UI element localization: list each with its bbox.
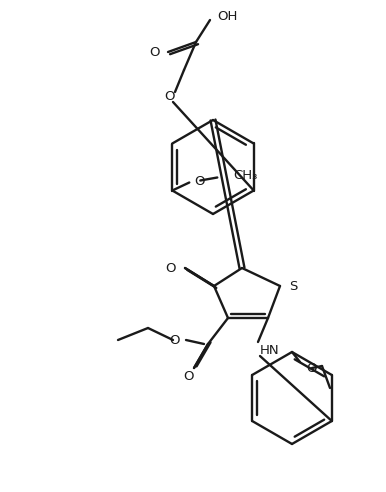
Text: O: O bbox=[166, 262, 176, 275]
Text: CH₃: CH₃ bbox=[233, 169, 258, 182]
Text: O: O bbox=[169, 334, 180, 346]
Text: O: O bbox=[165, 90, 175, 102]
Text: O: O bbox=[184, 370, 194, 383]
Text: S: S bbox=[289, 280, 297, 294]
Text: O: O bbox=[194, 175, 205, 188]
Text: HN: HN bbox=[260, 343, 279, 357]
Text: OH: OH bbox=[217, 9, 237, 23]
Text: O: O bbox=[306, 362, 317, 374]
Text: O: O bbox=[149, 45, 160, 59]
